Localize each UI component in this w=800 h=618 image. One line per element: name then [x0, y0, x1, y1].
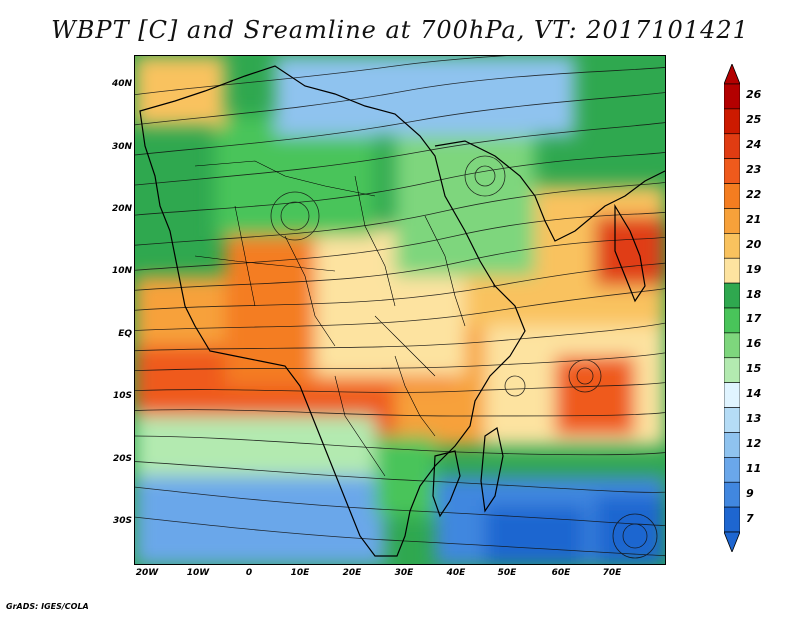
x-tick-label: 30E	[394, 568, 414, 578]
y-tick-label: EQ	[118, 329, 132, 339]
colorbar-tick-label: 26	[746, 88, 762, 102]
colorbar-cell	[724, 282, 740, 309]
colorbar-cell	[724, 108, 740, 135]
colorbar-top-arrow	[724, 64, 740, 85]
x-tick-label: 10W	[186, 568, 210, 578]
colorbar-cell	[724, 332, 740, 359]
x-tick-label: 60E	[551, 568, 571, 578]
colorbar-tick-label: 23	[746, 163, 762, 177]
x-tick-label: 70E	[602, 568, 622, 578]
streamlines	[135, 56, 665, 559]
y-tick-label: 10N	[111, 266, 132, 276]
wbpt-streamline-map	[135, 56, 665, 564]
colorbar-tick-label: 24	[746, 138, 762, 152]
colorbar-tick-label: 17	[746, 312, 762, 326]
colorbar-cell	[724, 158, 740, 184]
colorbar-tick-label: 15	[746, 362, 762, 376]
x-tick-label: 0	[245, 568, 253, 578]
colorbar-cell	[724, 357, 740, 383]
colorbar-cell	[724, 208, 740, 234]
y-tick-label: 10S	[112, 391, 132, 401]
colorbar-cell	[724, 506, 740, 533]
colorbar-tick-label: 16	[746, 337, 762, 351]
colorbar-cell	[724, 481, 740, 508]
x-tick-label: 50E	[497, 568, 517, 578]
coastlines	[139, 65, 665, 557]
colorbar-tick-label: 11	[746, 461, 762, 475]
y-tick-label: 20S	[112, 454, 132, 464]
colorbar-tick-label: 22	[746, 188, 762, 201]
colorbar-tick-label: 20	[746, 237, 762, 251]
colorbar-tick-label: 18	[746, 287, 762, 301]
y-tick-label: 30S	[112, 516, 132, 526]
x-tick-label: 20W	[135, 568, 159, 578]
colorbar-cell	[724, 257, 740, 284]
colorbar-cell	[724, 432, 740, 458]
colorbar-tick-label: 9	[746, 486, 754, 500]
colorbar-cell	[724, 183, 740, 209]
x-tick-label: 20E	[342, 568, 362, 578]
colorbar-cell	[724, 407, 740, 433]
colorbar-cell	[724, 83, 740, 110]
colorbar-cell	[724, 307, 740, 334]
colorbar-bottom-arrow	[724, 531, 740, 552]
colorbar-cell	[724, 457, 740, 483]
colorbar-tick-label: 14	[746, 387, 762, 401]
chart-title: WBPT [C] and Sreamline at 700hPa, VT: 20…	[51, 16, 749, 44]
country-borders	[194, 160, 466, 477]
colorbar-tick-label: 19	[746, 262, 762, 276]
colorbar-tick-label: 12	[746, 436, 762, 450]
colorbar-cell	[724, 133, 740, 159]
colorbar-tick-label: 21	[746, 212, 762, 226]
colorbar-tick-label: 13	[746, 412, 762, 425]
y-tick-label: 40N	[111, 79, 132, 89]
map-panel	[134, 55, 666, 565]
colorbar-tick-label: 7	[746, 511, 754, 525]
colorbar-cell	[724, 233, 740, 259]
footer-credit: GrADS: IGES/COLA	[6, 602, 89, 611]
y-tick-label: 30N	[111, 142, 132, 152]
x-tick-label: 40E	[446, 568, 466, 578]
colorbar-tick-label: 25	[746, 113, 762, 127]
x-tick-label: 10E	[290, 568, 310, 578]
colorbar-cell	[724, 382, 740, 408]
y-tick-label: 20N	[111, 204, 132, 214]
colorbar	[724, 64, 740, 552]
